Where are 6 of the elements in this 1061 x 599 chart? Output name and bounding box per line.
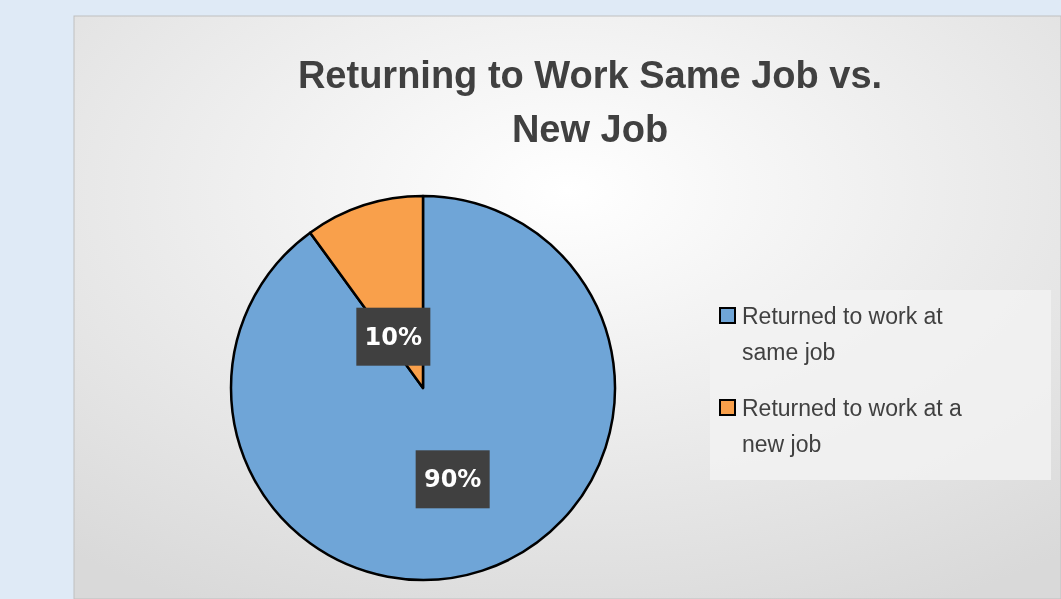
data-label: 90% <box>423 465 482 494</box>
pie-slice <box>229 194 617 581</box>
data-label: 10% <box>364 322 423 351</box>
chart-title: Returning to Work Same Job vs. New Job <box>297 54 883 150</box>
legend-label: Returned to work at same job <box>742 303 944 365</box>
legend-label: Returned to work at a new job <box>742 395 963 457</box>
